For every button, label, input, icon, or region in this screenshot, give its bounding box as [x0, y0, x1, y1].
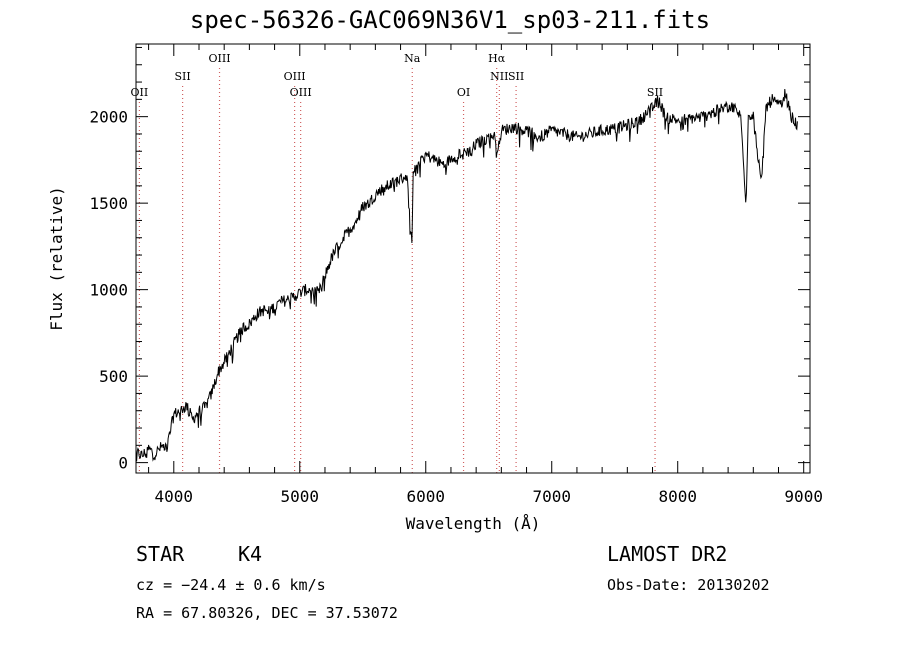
line-marker-label: OII [131, 86, 149, 99]
chart-title: spec-56326-GAC069N36V1_sp03-211.fits [189, 6, 711, 34]
line-marker-label: Hα [488, 52, 506, 65]
line-marker-label: SII [508, 70, 524, 83]
x-tick-label: 7000 [532, 487, 571, 506]
redshift-text: cz = −24.4 ± 0.6 km/s [136, 576, 326, 594]
coordinates-text: RA = 67.80326, DEC = 37.53072 [136, 604, 398, 622]
line-marker-label: SII [174, 70, 190, 83]
x-axis-label: Wavelength (Å) [406, 514, 541, 533]
line-marker-label: OIII [284, 70, 306, 83]
line-marker-label: NII [490, 70, 508, 83]
x-tick-label: 8000 [658, 487, 697, 506]
obs-date: Obs-Date: 20130202 [607, 576, 770, 594]
y-tick-label: 0 [118, 454, 128, 473]
spectrum-line [135, 88, 798, 462]
x-tick-label: 4000 [155, 487, 194, 506]
x-tick-label: 5000 [281, 487, 320, 506]
line-marker-label: SII [647, 86, 663, 99]
x-tick-label: 6000 [406, 487, 445, 506]
y-tick-label: 2000 [89, 108, 128, 127]
y-tick-label: 500 [99, 367, 128, 386]
survey-name: LAMOST DR2 [607, 542, 728, 566]
y-tick-label: 1000 [89, 281, 128, 300]
axis-ticks: 4000 5000 6000 7000 8000 9000 0 500 1000 1500 2000 [89, 44, 823, 506]
object-class: STAR [136, 542, 185, 566]
y-axis-label: Flux (relative) [47, 186, 66, 331]
y-tick-label: 1500 [89, 194, 128, 213]
line-marker-label: OI [457, 86, 470, 99]
object-subclass: K4 [238, 542, 263, 566]
plot-frame [135, 43, 811, 474]
line-marker-label: OIII [208, 52, 230, 65]
line-marker-label: Na [404, 52, 421, 65]
line-marker-label: OIII [290, 86, 312, 99]
x-tick-label: 9000 [784, 487, 823, 506]
